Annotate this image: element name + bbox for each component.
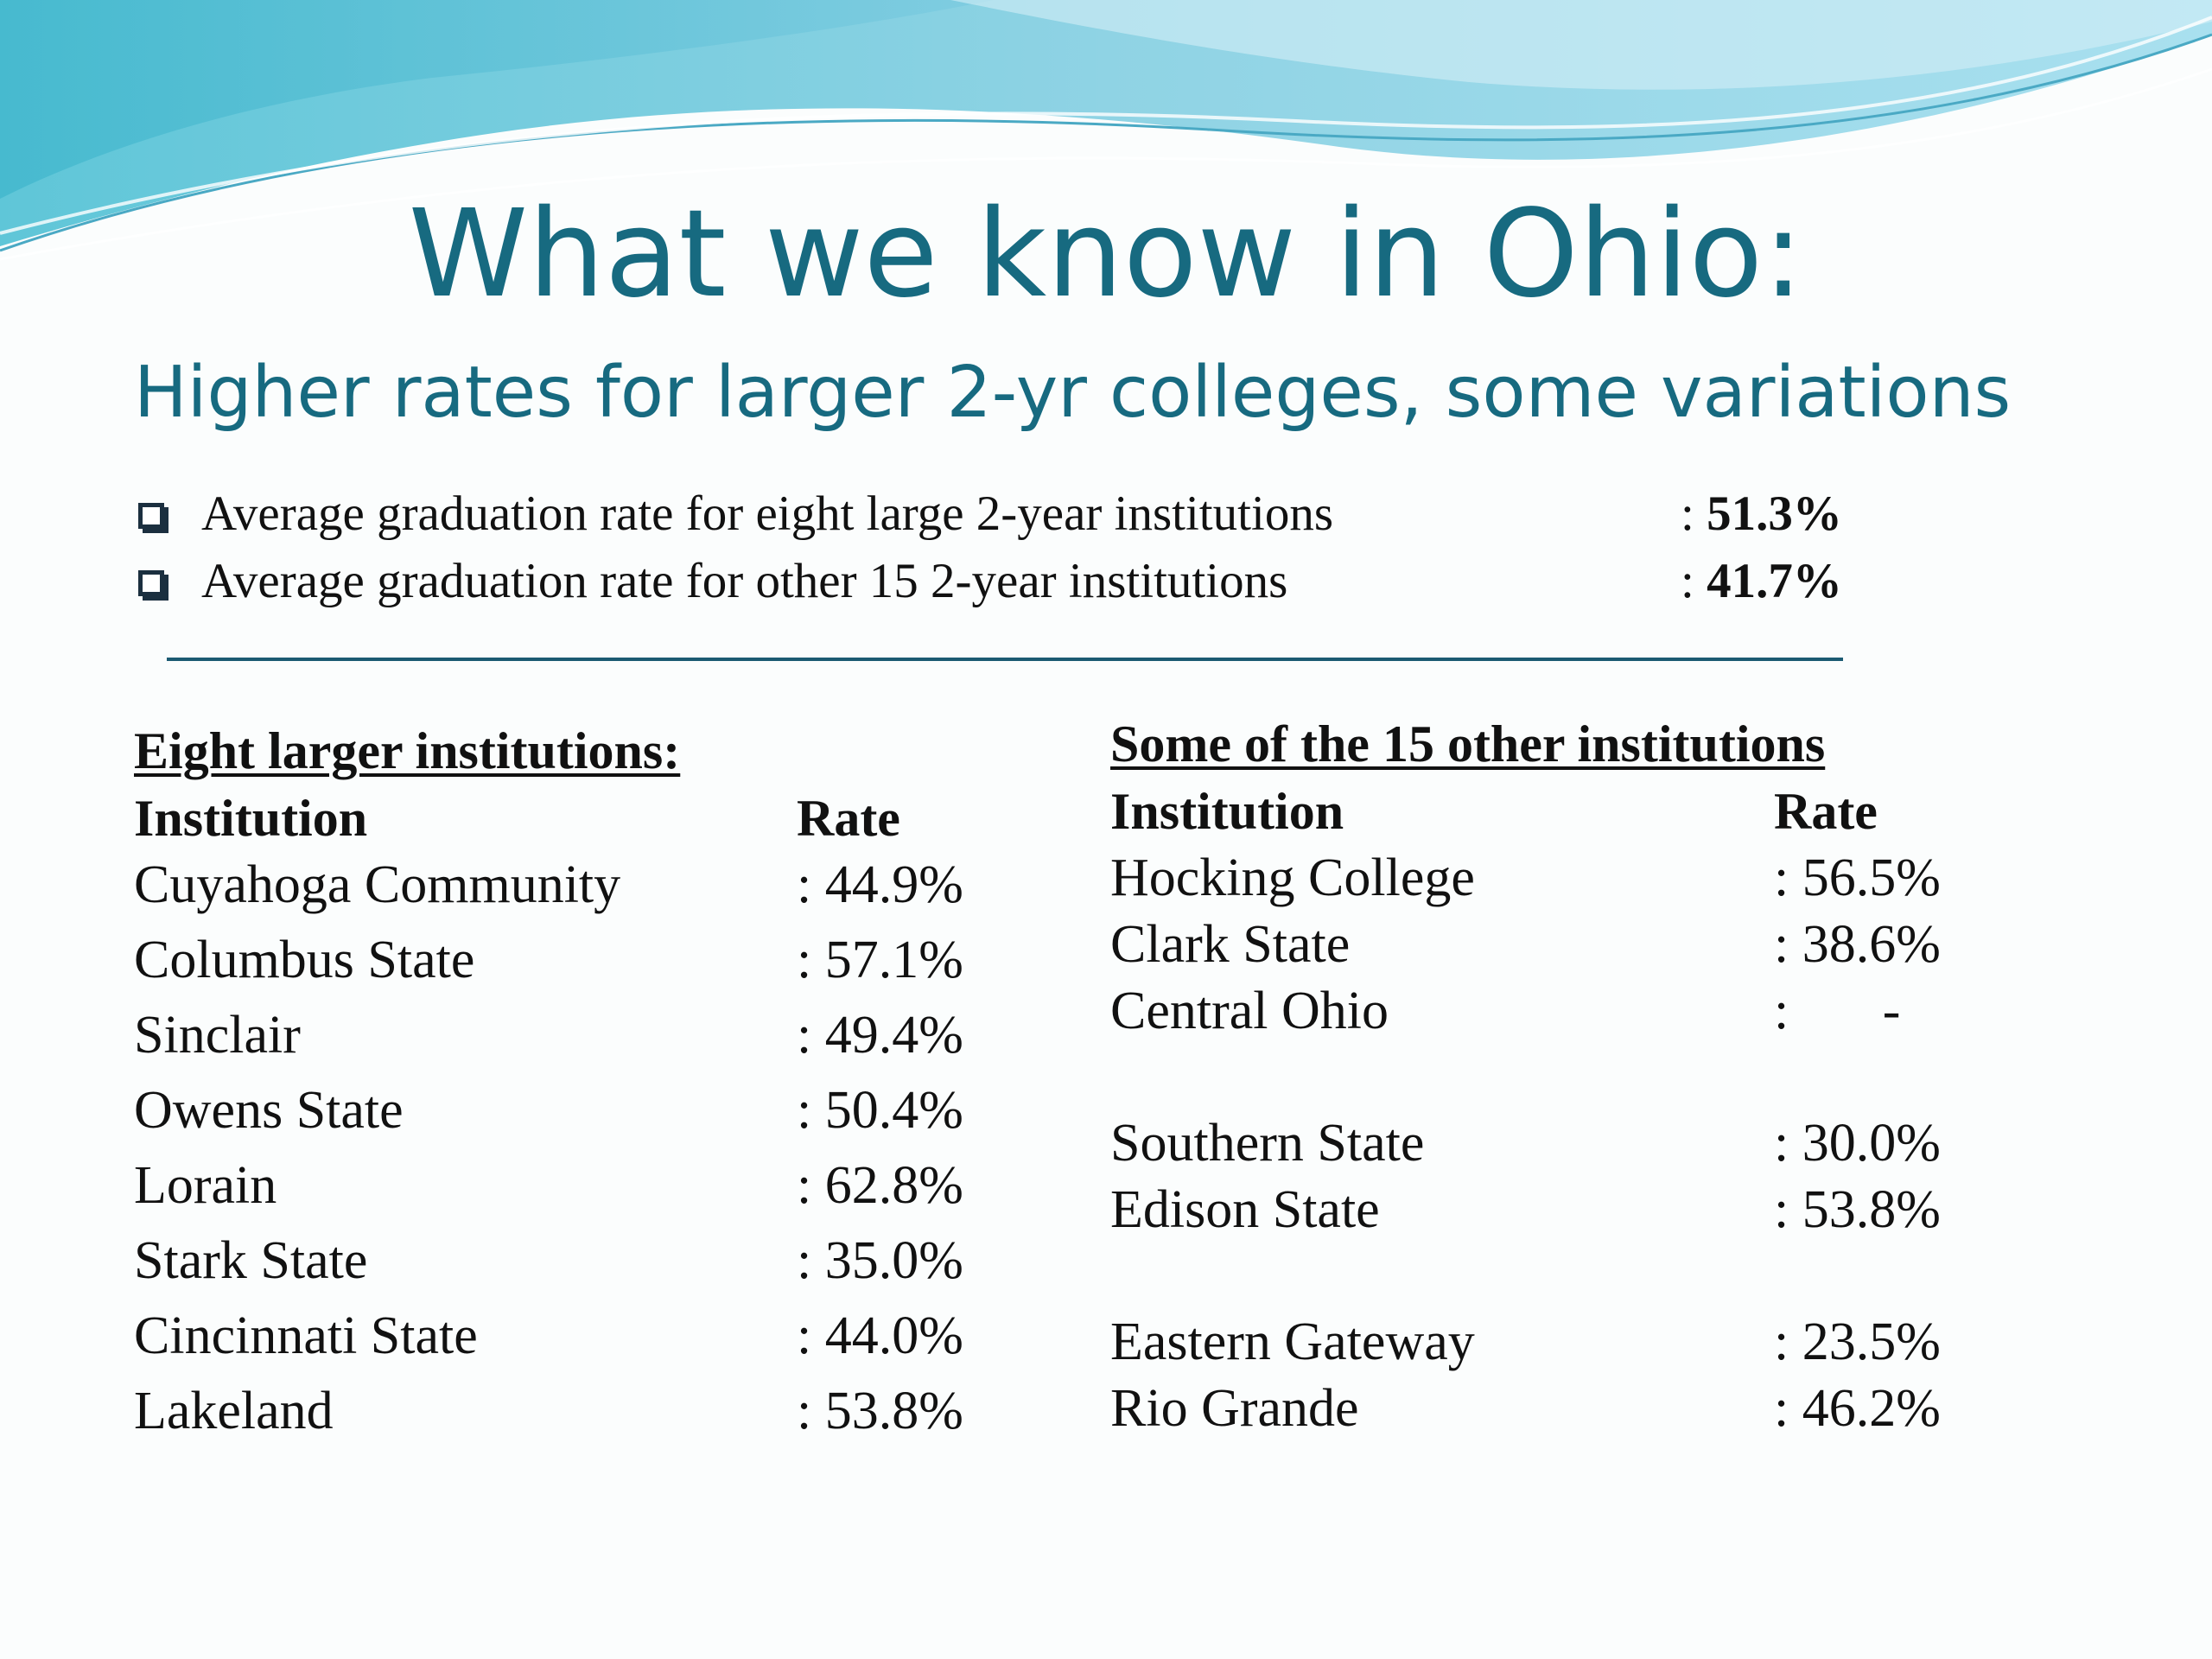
bullet-value: : 41.7% [1681,554,1842,608]
left-row-name: Lakeland [134,1382,334,1440]
slide-title: What we know in Ohio: [408,184,1804,325]
right-table-heading: Some of the 15 other institutions [1110,715,1826,772]
right-row-name: Rio Grande [1110,1379,1359,1438]
left-row-name: Lorain [134,1156,277,1215]
bullet-text: Average graduation rate for other 15 2-y… [201,554,1288,608]
header-wave-decoration [0,0,2212,261]
slide-subtitle: Higher rates for larger 2-yr colleges, s… [134,352,2012,434]
left-row-rate: : 35.0% [797,1231,963,1290]
checkbox-bullet-icon [138,570,164,596]
left-row-name: Sinclair [134,1006,301,1065]
right-row-rate: : 46.2% [1774,1379,1941,1438]
left-row-name: Stark State [134,1231,368,1290]
right-row-rate: : 53.8% [1774,1180,1941,1239]
right-row-rate: : - [1774,982,1901,1040]
bullet-text: Average graduation rate for eight large … [201,486,1333,541]
left-row-rate: : 50.4% [797,1081,963,1140]
right-row-name: Eastern Gateway [1110,1313,1475,1371]
left-row-rate: : 57.1% [797,931,963,989]
right-row-name: Edison State [1110,1180,1380,1239]
left-row-name: Cuyahoga Community [134,855,621,914]
right-row-name: Clark State [1110,915,1351,974]
right-row-rate: : 30.0% [1774,1114,1941,1173]
checkbox-bullet-icon [138,503,164,529]
left-table-heading: Eight larger institutions: [134,722,681,779]
right-row-rate: : 56.5% [1774,849,1941,907]
left-col-institution-header: Institution [134,790,368,847]
right-row-rate: : 38.6% [1774,915,1941,974]
left-row-rate: : 49.4% [797,1006,963,1065]
right-row-name: Southern State [1110,1114,1425,1173]
left-row-rate: : 62.8% [797,1156,963,1215]
right-col-institution-header: Institution [1110,783,1344,840]
left-row-name: Cincinnati State [134,1306,478,1365]
right-row-name: Hocking College [1110,849,1475,907]
bullet-value: : 51.3% [1681,486,1842,541]
left-row-name: Owens State [134,1081,404,1140]
left-row-rate: : 44.0% [797,1306,963,1365]
left-row-rate: : 44.9% [797,855,963,914]
section-divider [167,658,1843,661]
right-row-rate: : 23.5% [1774,1313,1941,1371]
right-col-rate-header: Rate [1774,783,1878,840]
left-row-name: Columbus State [134,931,475,989]
left-row-rate: : 53.8% [797,1382,963,1440]
right-row-name: Central Ohio [1110,982,1389,1040]
left-col-rate-header: Rate [797,790,900,847]
